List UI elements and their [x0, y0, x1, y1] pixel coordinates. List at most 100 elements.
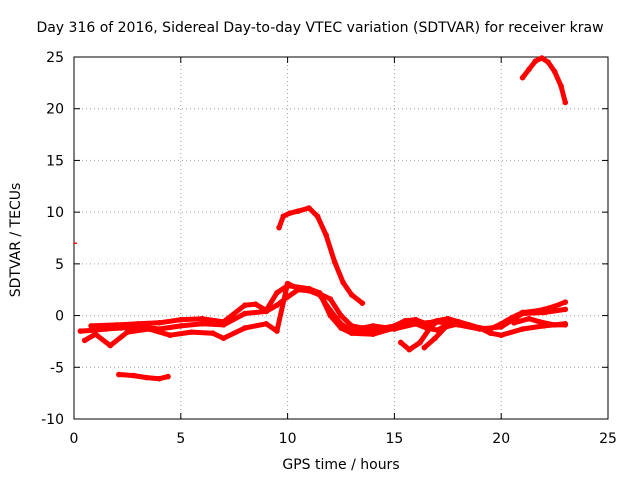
data-point [81, 337, 88, 344]
data-point [359, 325, 366, 331]
data-point [165, 373, 171, 380]
data-point [340, 279, 346, 286]
data-point [532, 58, 539, 64]
data-point [295, 208, 302, 214]
data-point [511, 320, 517, 326]
data-point [220, 318, 227, 325]
data-point [455, 321, 462, 327]
data-point [113, 322, 120, 328]
data-point [286, 210, 293, 216]
x-tick-label: 0 [70, 431, 79, 447]
data-point [274, 302, 280, 309]
data-point [92, 331, 99, 337]
data-point [477, 326, 483, 332]
data-point [370, 323, 376, 329]
data-point [498, 324, 505, 330]
data-point [498, 332, 505, 339]
data-point [562, 299, 569, 305]
data-point [402, 317, 408, 324]
data-point [327, 296, 334, 302]
data-point [487, 330, 494, 336]
data-point [284, 282, 291, 289]
y-tick-label: -10 [41, 412, 64, 428]
data-point [145, 326, 152, 332]
data-point [551, 322, 558, 328]
data-point [306, 205, 312, 211]
data-point [178, 323, 184, 329]
y-tick-label: -5 [50, 360, 64, 376]
data-point [348, 323, 355, 329]
data-point [178, 316, 184, 323]
data-point [88, 323, 94, 329]
data-point [519, 74, 526, 81]
data-point [263, 321, 270, 327]
data-point [406, 346, 413, 353]
data-point [538, 55, 545, 61]
data-point [370, 331, 376, 337]
data-point [274, 290, 280, 296]
data-point [210, 330, 216, 336]
data-point [276, 224, 282, 231]
data-point [199, 321, 205, 327]
data-point [442, 324, 449, 330]
data-point [551, 303, 558, 310]
data-point [220, 335, 227, 342]
data-point [562, 99, 569, 106]
data-point [242, 310, 248, 317]
chart-title: Day 316 of 2016, Sidereal Day-to-day VTE… [36, 20, 604, 36]
data-point [541, 309, 547, 316]
data-point [167, 332, 173, 339]
data-point [314, 213, 321, 220]
y-tick-label: 15 [46, 153, 64, 169]
data-point [445, 315, 451, 322]
data-point [434, 318, 440, 325]
data-point [348, 292, 355, 298]
data-point [156, 375, 163, 382]
data-point [427, 324, 434, 330]
data-point [242, 325, 248, 331]
x-tick-label: 25 [599, 431, 617, 447]
data-point [280, 213, 287, 220]
x-tick-label: 15 [385, 431, 403, 447]
data-point [338, 312, 344, 319]
data-point [338, 325, 344, 331]
y-tick-label: 5 [55, 257, 64, 273]
data-point [432, 335, 438, 342]
data-point [331, 258, 338, 265]
data-point [526, 66, 532, 73]
data-point [306, 285, 312, 292]
data-point [398, 339, 404, 346]
data-point [421, 344, 428, 351]
y-tick-label: 25 [46, 50, 64, 66]
data-point [92, 327, 99, 333]
data-point [412, 316, 419, 323]
data-point [143, 374, 150, 381]
data-point [526, 315, 532, 322]
x-tick-label: 20 [492, 431, 510, 447]
data-point [562, 306, 569, 313]
data-point [156, 320, 163, 326]
x-tick-label: 5 [176, 431, 185, 447]
data-point [274, 328, 280, 334]
plot-frame [73, 56, 609, 420]
data-point [412, 321, 419, 327]
series-track-dip-b [421, 321, 461, 351]
data-point [519, 310, 526, 317]
data-point [558, 83, 564, 89]
data-point [73, 242, 75, 244]
data-point [252, 301, 259, 307]
data-point [359, 300, 366, 306]
series-track-peak [520, 55, 568, 105]
data-point [131, 372, 137, 379]
data-point [327, 312, 334, 319]
data-point [417, 339, 423, 346]
data-point [519, 326, 526, 332]
data-point [107, 342, 114, 349]
data-point [124, 329, 131, 335]
data-point [391, 326, 398, 332]
data-point [545, 59, 551, 65]
y-tick-label: 10 [46, 205, 64, 221]
data-point [199, 315, 205, 322]
data-point [348, 330, 355, 336]
